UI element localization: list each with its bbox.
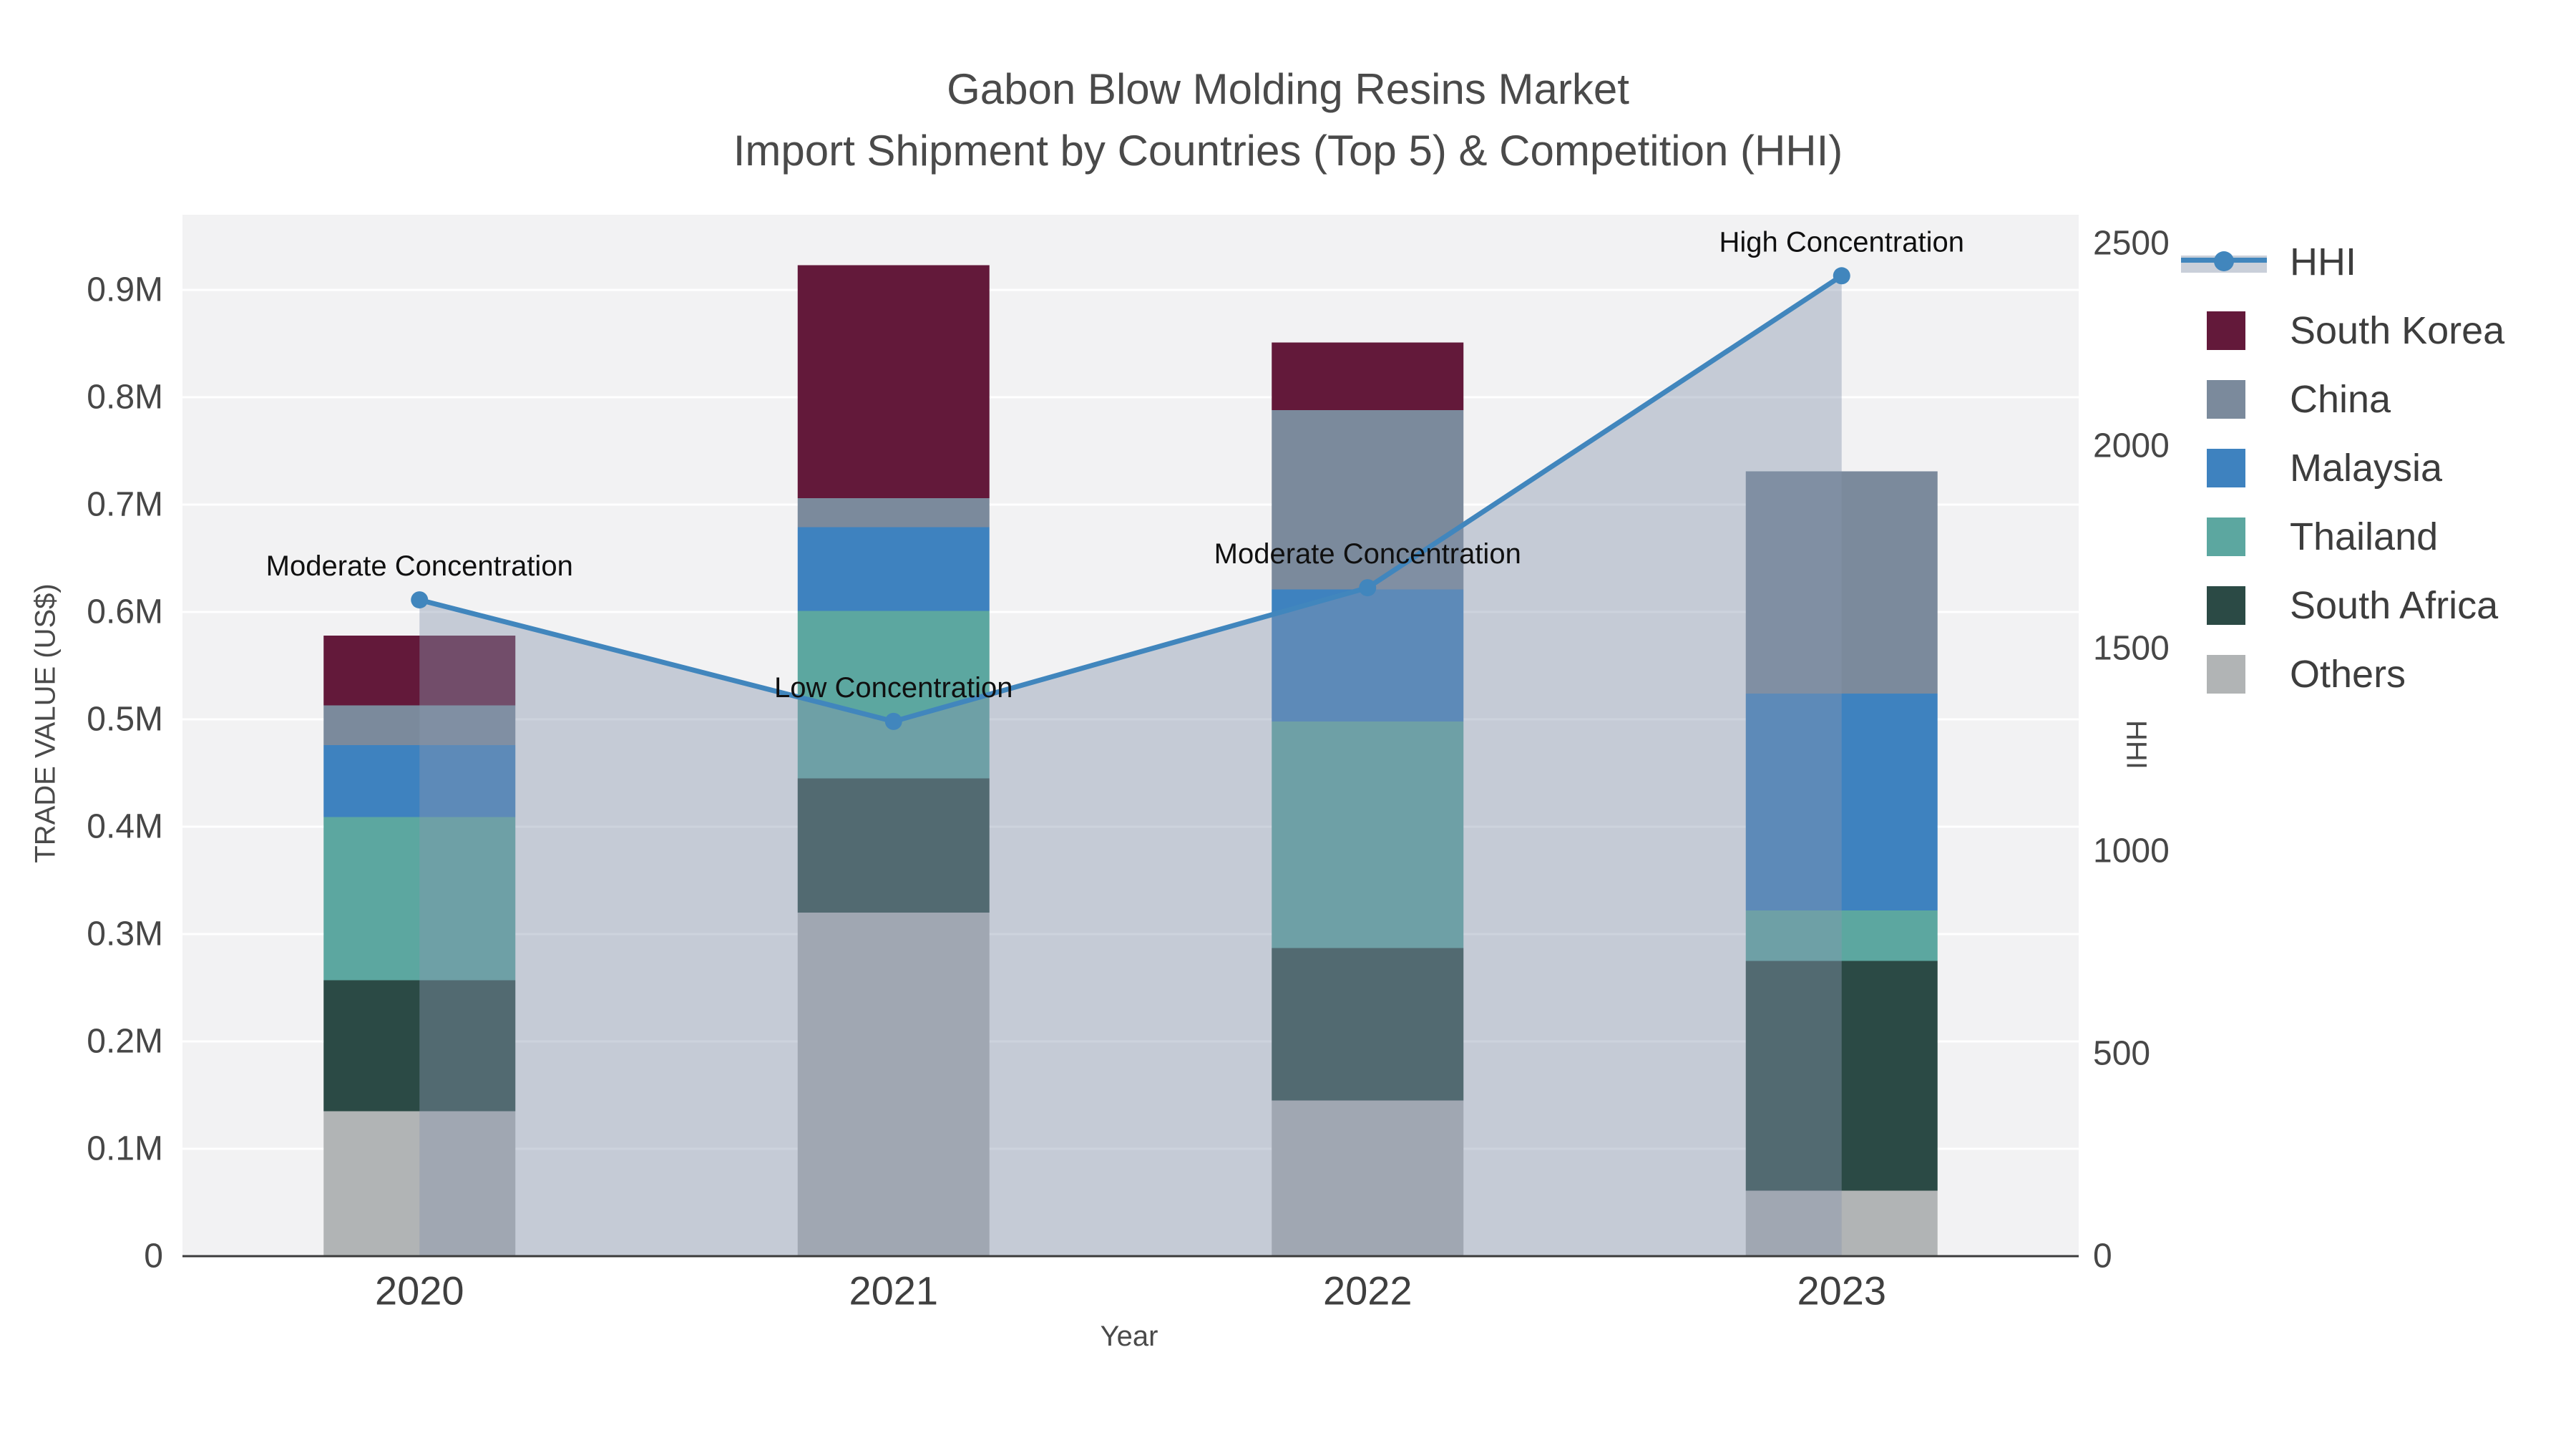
y-right-tick-500: 500 (2093, 1035, 2150, 1073)
legend-swatch-icon (2207, 311, 2245, 350)
bar-segment-2022-malaysia (1272, 589, 1464, 721)
y-right-tick-0: 0 (2093, 1238, 2112, 1275)
bar-segment-2021-thailand (797, 611, 990, 779)
annotation-2022: Moderate Concentration (1214, 538, 1521, 570)
bar-segment-2023-south-africa (1745, 961, 1938, 1191)
legend-item-south-korea[interactable]: South Korea (2181, 296, 2504, 365)
bar-segment-2021-china (797, 498, 990, 528)
y-left-tick-0: 0 (144, 1238, 163, 1275)
hhi-marker-2023 (1833, 267, 1850, 285)
legend: HHI South Korea China Malaysia Thailand South… (2181, 228, 2504, 709)
y-left-tick-0.5M: 0.5M (87, 701, 163, 739)
legend-item-label: Thailand (2290, 515, 2439, 558)
x-tick-2023: 2023 (1797, 1268, 1886, 1313)
bar-segment-2023-thailand (1745, 910, 1938, 961)
x-tick-2020: 2020 (375, 1268, 464, 1313)
x-tick-2021: 2021 (849, 1268, 938, 1313)
hhi-line-path (416, 273, 1845, 724)
bar-segment-2021-south-korea (797, 265, 990, 498)
y-right-tick-2500: 2500 (2093, 225, 2170, 263)
annotation-2023: High Concentration (1719, 226, 1964, 258)
hhi-line-sample-icon (2181, 251, 2267, 273)
legend-color-swatch (2181, 311, 2271, 350)
bar-segment-2020-china (323, 705, 516, 745)
y-right-tick-2000: 2000 (2093, 427, 2170, 465)
legend-item-label: Others (2290, 653, 2406, 696)
bar-segment-2020-south-korea (323, 636, 516, 706)
annotation-2021: Low Concentration (774, 672, 1013, 704)
hhi-marker-2022 (1359, 579, 1377, 597)
x-axis-label: Year (1100, 1321, 1158, 1352)
bar-segment-2020-south-africa (323, 980, 516, 1112)
y-left-tick-0.6M: 0.6M (87, 593, 163, 631)
legend-item-label: South Africa (2290, 584, 2499, 627)
bar-segment-2020-others (323, 1111, 516, 1256)
bar-segment-2023-others (1745, 1190, 1938, 1256)
y-axis-label-right: HHI (2120, 720, 2152, 769)
legend-swatch-icon (2207, 586, 2245, 625)
y-axis-label-left: TRADE VALUE (US$) (29, 583, 62, 863)
bar-segment-2022-south-africa (1272, 948, 1464, 1101)
legend-swatch-icon (2207, 449, 2245, 487)
bar-segment-2023-malaysia (1745, 694, 1938, 910)
bar-segment-2021-others (797, 913, 990, 1256)
y-left-tick-0.3M: 0.3M (87, 915, 163, 953)
x-tick-2022: 2022 (1323, 1268, 1413, 1313)
bar-segment-2022-thailand (1272, 721, 1464, 948)
legend-item-label: Malaysia (2290, 447, 2443, 490)
legend-color-swatch (2181, 655, 2271, 694)
legend-color-swatch (2181, 449, 2271, 487)
y-left-tick-0.4M: 0.4M (87, 808, 163, 846)
hhi-marker-2021 (884, 712, 902, 730)
legend-swatch-icon (2207, 380, 2245, 419)
y-left-tick-0.9M: 0.9M (87, 271, 163, 309)
bar-segment-2021-malaysia (797, 527, 990, 611)
bar-segment-2020-thailand (323, 817, 516, 981)
chart-subtitle: Import Shipment by Countries (Top 5) & C… (733, 127, 1843, 175)
bar-segment-2022-china (1272, 410, 1464, 590)
annotations: Moderate Concentration Low Concentration M… (266, 226, 1964, 704)
bar-segment-2021-south-africa (797, 778, 990, 913)
hhi-marker-2020 (411, 591, 429, 609)
chart-title: Gabon Blow Molding Resins Market (947, 65, 1629, 113)
legend-item-others[interactable]: Others (2181, 640, 2504, 709)
y-axis-right-ticks: 0 500 1000 1500 2000 2500 (2093, 225, 2170, 1275)
legend-item-hhi[interactable]: HHI (2181, 228, 2504, 296)
legend-color-swatch (2181, 586, 2271, 625)
legend-item-label: HHI (2290, 240, 2356, 283)
legend-item-label: South Korea (2290, 309, 2505, 352)
legend-item-china[interactable]: China (2181, 365, 2504, 434)
stacked-bars (323, 265, 1938, 1256)
bar-segment-2020-malaysia (323, 745, 516, 817)
legend-line-swatch (2181, 251, 2271, 273)
y-right-tick-1500: 1500 (2093, 630, 2170, 668)
chart-title-block: Gabon Blow Molding Resins Market Import … (0, 66, 2576, 175)
legend-color-swatch (2181, 517, 2271, 556)
y-left-tick-0.7M: 0.7M (87, 486, 163, 524)
legend-item-malaysia[interactable]: Malaysia (2181, 434, 2504, 502)
y-right-tick-1000: 1000 (2093, 832, 2170, 870)
hhi-markers (411, 267, 1850, 730)
hhi-line (416, 273, 1845, 724)
legend-item-thailand[interactable]: Thailand (2181, 502, 2504, 571)
y-axis-left-ticks: 0 0.1M 0.2M 0.3M 0.4M 0.5M 0.6M 0.7M 0.8M 0.9M (87, 271, 163, 1275)
legend-color-swatch (2181, 380, 2271, 419)
legend-item-south-africa[interactable]: South Africa (2181, 571, 2504, 640)
hhi-area (419, 276, 1842, 1256)
bar-segment-2022-others (1272, 1100, 1464, 1256)
legend-swatch-icon (2207, 655, 2245, 694)
legend-item-label: China (2290, 378, 2391, 421)
legend-swatch-icon (2207, 517, 2245, 556)
y-left-tick-0.1M: 0.1M (87, 1130, 163, 1168)
bar-segment-2022-south-korea (1272, 342, 1464, 410)
annotation-2020: Moderate Concentration (266, 550, 573, 582)
bar-segment-2023-china (1745, 471, 1938, 694)
y-left-tick-0.8M: 0.8M (87, 379, 163, 417)
x-axis-ticks: 2020 2021 2022 2023 (375, 1268, 1886, 1313)
hhi-area-fill (419, 276, 1842, 1256)
y-left-tick-0.2M: 0.2M (87, 1023, 163, 1061)
